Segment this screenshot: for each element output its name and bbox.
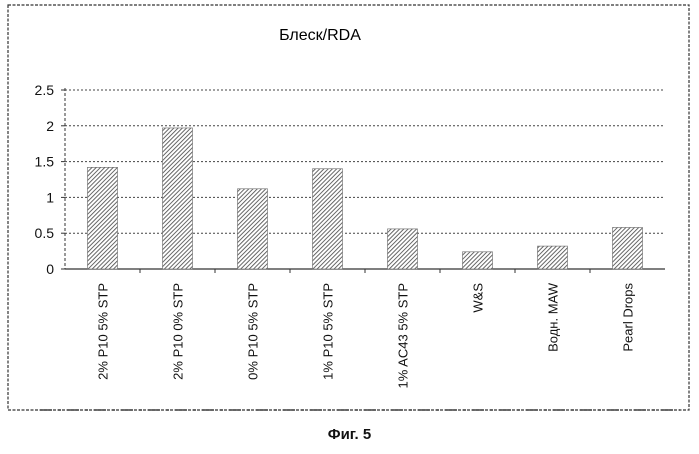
- x-category-label: 0% P10 5% STP: [246, 283, 261, 380]
- bar: [163, 128, 193, 269]
- y-tick-label: 0.5: [35, 225, 55, 241]
- x-category-label: 2% P10 0% STP: [171, 283, 186, 380]
- figure-caption: Фиг. 5: [0, 426, 699, 443]
- y-tick-label: 2: [46, 118, 54, 134]
- x-category-label: Pearl Drops: [621, 283, 636, 352]
- bar: [238, 189, 268, 269]
- bar: [313, 169, 343, 269]
- x-category-label: 1% AC43 5% STP: [396, 283, 411, 389]
- x-category-label: Водн. MAW: [546, 282, 561, 352]
- y-tick-label: 2.5: [35, 82, 55, 98]
- y-tick-label: 0: [46, 261, 54, 277]
- x-category-label: 1% P10 5% STP: [321, 283, 336, 380]
- bar: [463, 252, 493, 269]
- y-tick-label: 1.5: [35, 154, 55, 170]
- bar: [538, 246, 568, 269]
- x-category-label: 2% P10 5% STP: [96, 283, 111, 380]
- bar: [388, 229, 418, 269]
- bar: [613, 227, 643, 269]
- chart-title: Блеск/RDA: [279, 27, 361, 44]
- y-tick-label: 1: [46, 189, 54, 205]
- x-category-label: W&S: [471, 283, 486, 313]
- bar: [88, 167, 118, 269]
